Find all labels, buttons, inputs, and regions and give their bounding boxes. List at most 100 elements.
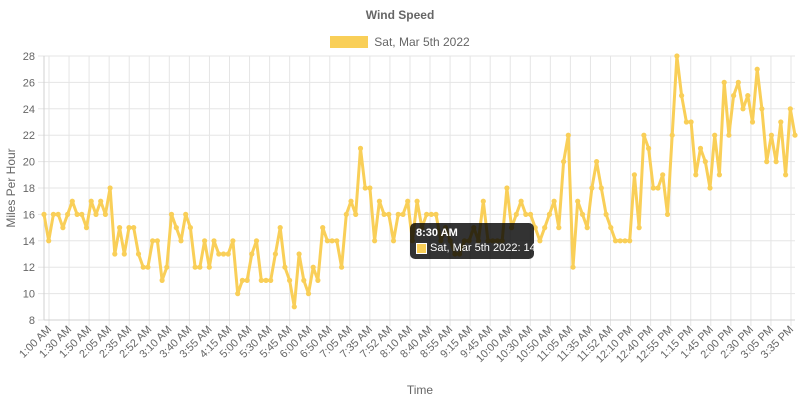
data-point [310, 264, 316, 270]
data-point [579, 211, 586, 217]
data-point [372, 238, 378, 244]
data-point [702, 159, 708, 165]
data-point [258, 277, 264, 283]
legend-label[interactable]: Sat, Mar 5th 2022 [374, 35, 470, 49]
data-point [537, 238, 543, 244]
data-point [357, 145, 364, 151]
data-point [211, 238, 217, 244]
data-point [674, 53, 680, 59]
data-point [646, 145, 652, 151]
data-point [291, 304, 297, 310]
data-point [50, 211, 57, 217]
data-point [65, 211, 71, 217]
data-point [55, 211, 61, 217]
data-point [140, 264, 146, 270]
data-point [249, 251, 255, 257]
data-point [735, 79, 741, 85]
data-point [117, 225, 123, 231]
data-point [324, 238, 330, 244]
data-point [386, 211, 392, 217]
data-point [353, 211, 359, 217]
data-point [102, 211, 108, 217]
data-point [367, 185, 373, 191]
data-point [641, 132, 647, 138]
data-point [301, 277, 307, 283]
data-point [683, 119, 690, 125]
data-point [570, 264, 576, 270]
data-point [46, 238, 52, 244]
data-point [768, 132, 775, 138]
data-point [400, 211, 406, 217]
data-point [381, 211, 387, 217]
data-point [712, 132, 718, 138]
data-point [98, 198, 104, 204]
data-point [93, 211, 99, 217]
data-point [112, 251, 118, 257]
y-tick-label: 12 [23, 262, 35, 274]
data-point [154, 238, 160, 244]
data-point [608, 225, 614, 231]
data-point [778, 119, 784, 125]
data-point [235, 291, 241, 297]
data-point [334, 238, 340, 244]
data-point [627, 238, 633, 244]
legend[interactable]: Sat, Mar 5th 2022 [0, 35, 800, 49]
data-point [480, 198, 486, 204]
data-point [41, 211, 47, 217]
data-point [239, 277, 245, 283]
data-point [268, 277, 274, 283]
data-point [277, 225, 283, 231]
data-point [395, 211, 401, 217]
data-point [320, 225, 326, 231]
data-point [527, 211, 534, 217]
data-point [69, 198, 75, 204]
data-point [561, 159, 567, 165]
data-point [339, 264, 345, 270]
data-point [792, 132, 798, 138]
tooltip-label: Sat, Mar 5th 2022: 14 [430, 242, 536, 254]
data-point [272, 251, 278, 257]
data-point [225, 251, 231, 257]
data-point [749, 119, 756, 125]
data-point [253, 238, 260, 244]
data-point [693, 172, 699, 178]
series-line [42, 54, 797, 309]
data-point [424, 211, 430, 217]
data-point [636, 225, 642, 231]
y-tick-label: 14 [23, 236, 35, 248]
data-point [707, 185, 713, 191]
data-point [650, 185, 656, 191]
y-tick-label: 16 [23, 209, 35, 221]
data-point [773, 159, 779, 165]
data-point [631, 172, 638, 178]
y-tick-label: 20 [23, 157, 35, 169]
data-point [575, 198, 581, 204]
data-point [183, 211, 189, 217]
data-point [296, 251, 302, 257]
data-point [83, 225, 90, 231]
data-point [305, 291, 312, 297]
data-point [565, 132, 571, 138]
data-point [745, 93, 751, 99]
data-point [603, 211, 609, 217]
y-tick-label: 18 [23, 183, 35, 195]
tooltip: 8:30 AM Sat, Mar 5th 2022: 14 [410, 223, 536, 259]
y-tick-label: 10 [23, 289, 35, 301]
y-tick-label: 28 [23, 51, 35, 63]
data-point [206, 264, 212, 270]
y-tick-label: 22 [23, 130, 35, 142]
data-point [159, 277, 165, 283]
data-point [669, 132, 675, 138]
y-tick-label: 8 [29, 315, 35, 327]
data-point [121, 251, 127, 257]
data-point [164, 264, 170, 270]
data-point [348, 198, 354, 204]
data-point [343, 211, 349, 217]
data-point [329, 238, 335, 244]
data-point [263, 277, 269, 283]
data-point [126, 225, 132, 231]
data-point [173, 225, 179, 231]
data-point [726, 132, 732, 138]
data-point [145, 264, 151, 270]
